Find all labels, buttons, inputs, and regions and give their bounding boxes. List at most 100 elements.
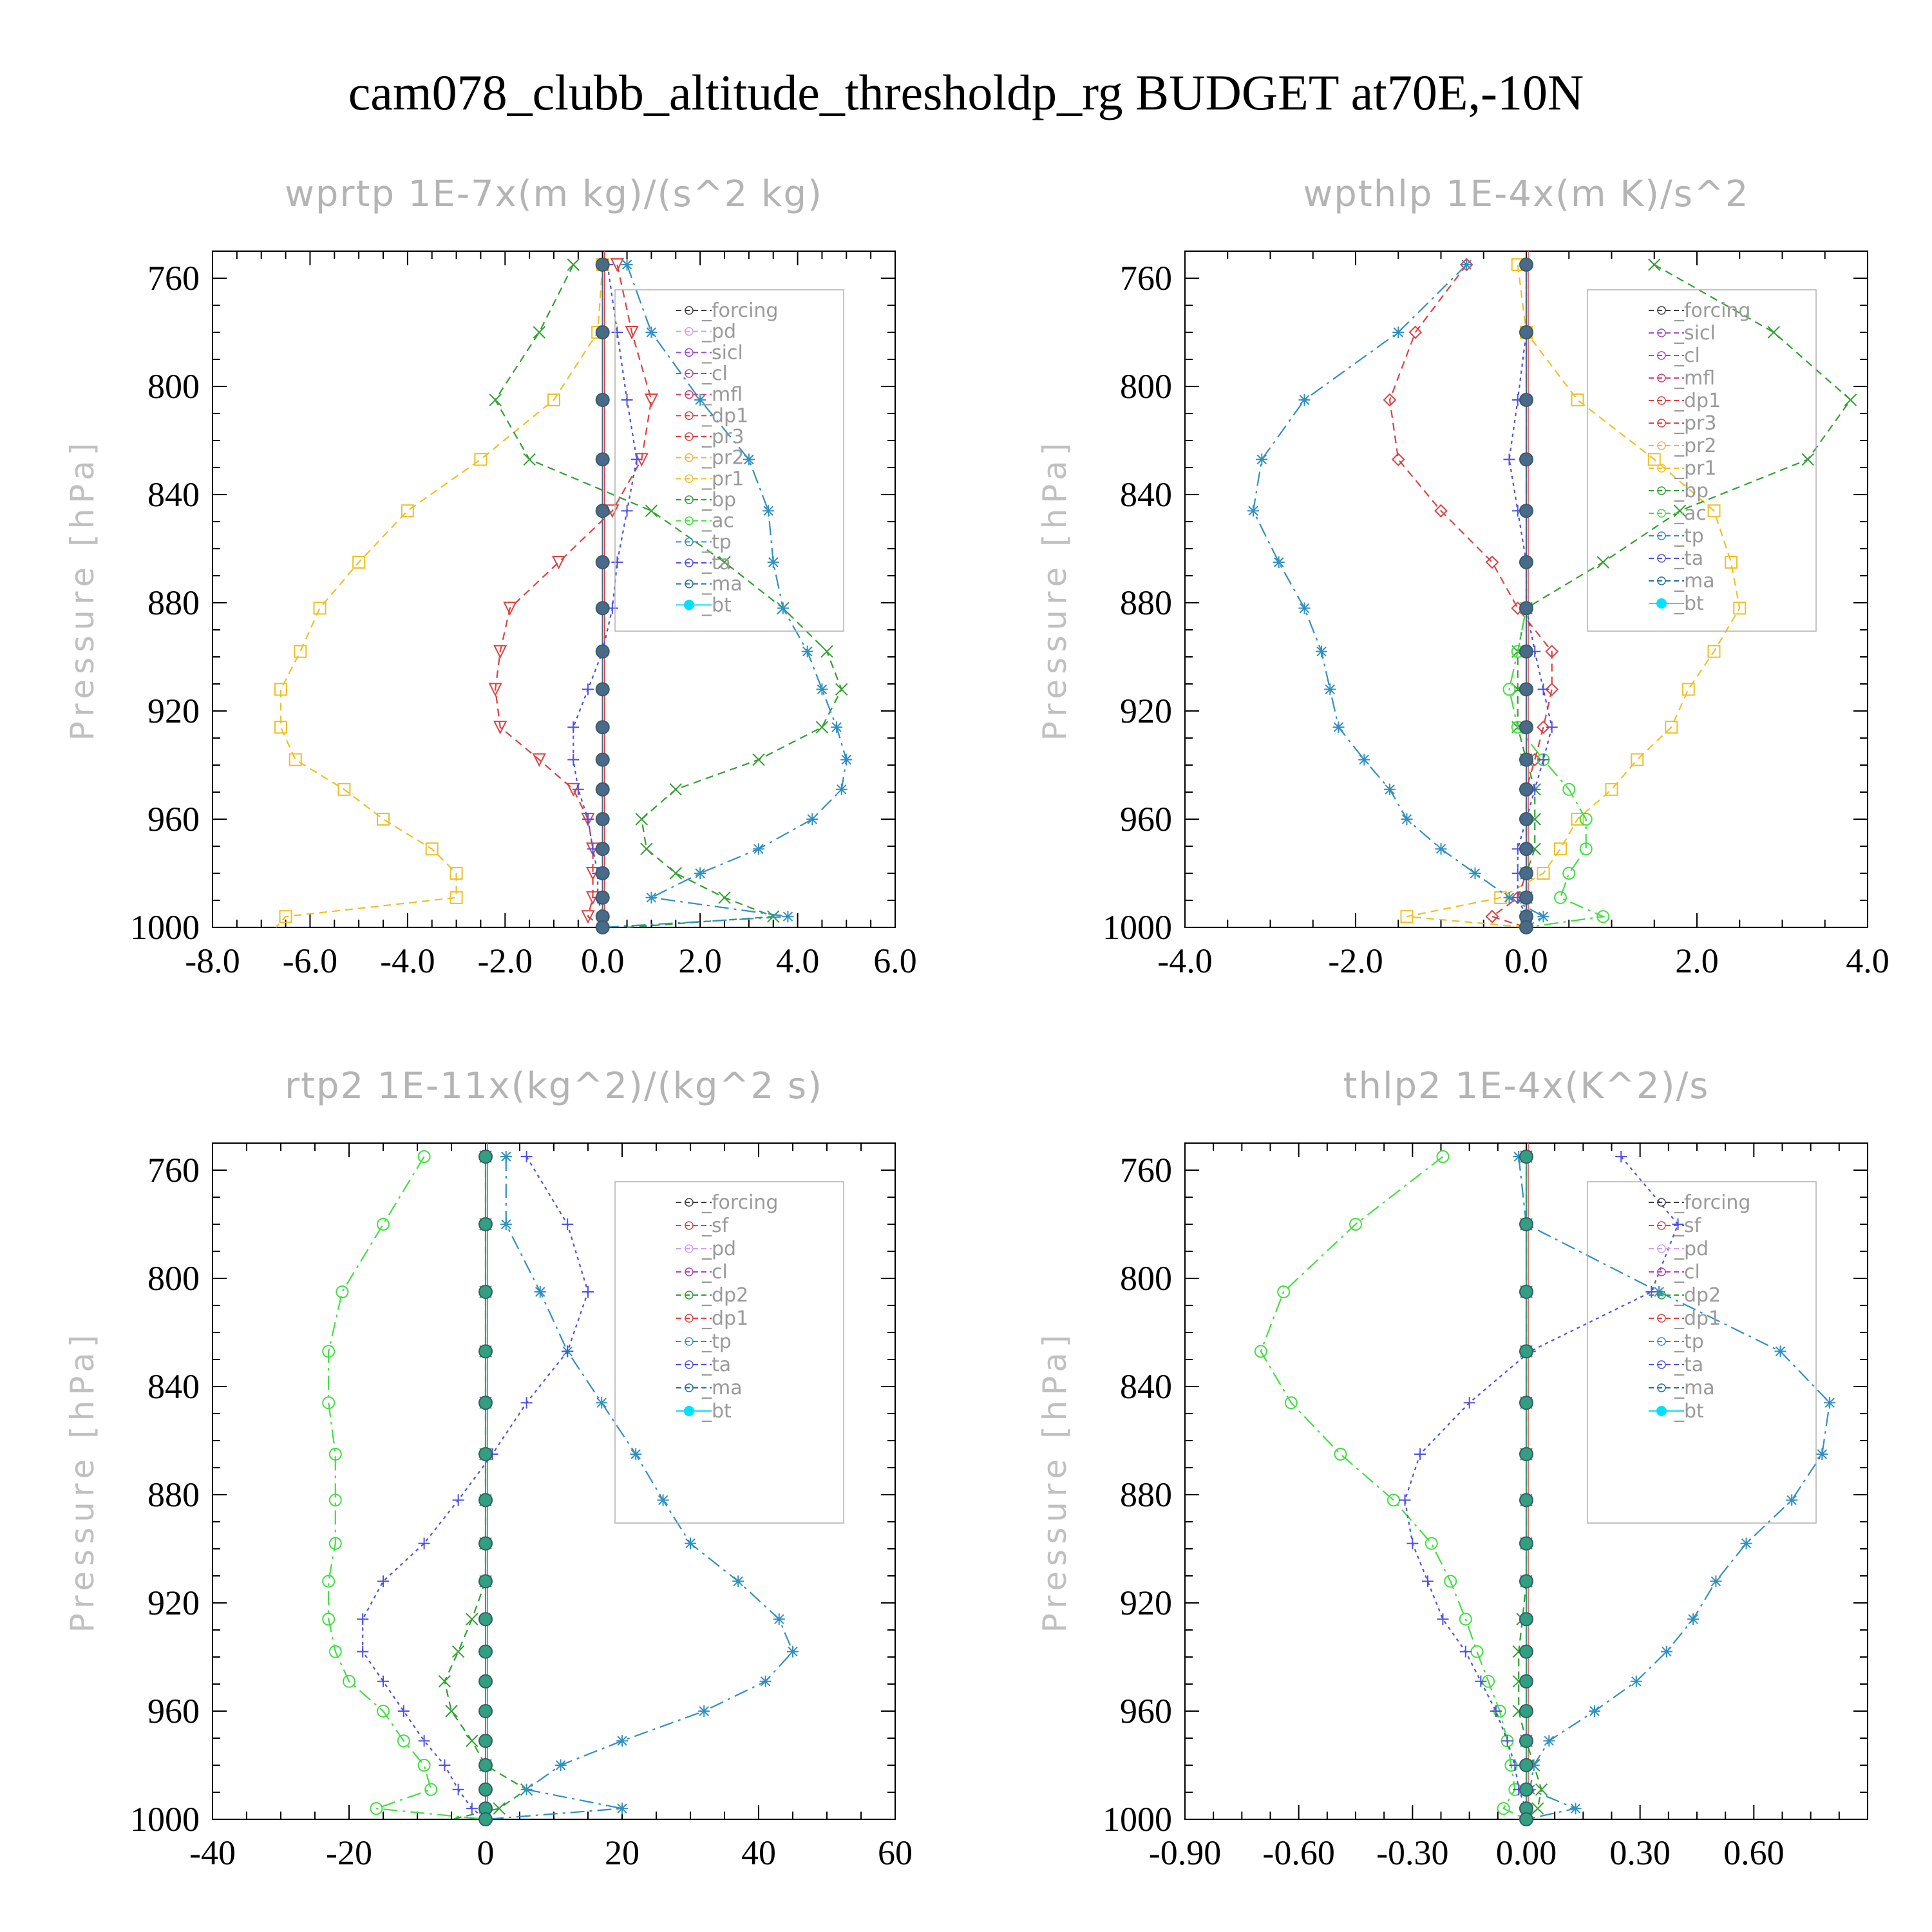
x-tick-label: 6.0 (873, 942, 917, 980)
legend-entry: _pr3 (701, 426, 744, 448)
data-point (595, 393, 610, 407)
data-point (1660, 1645, 1672, 1658)
data-point (1436, 1150, 1450, 1163)
data-point (478, 1536, 493, 1551)
data-point (445, 1705, 458, 1718)
data-point (582, 813, 594, 825)
x-tick-label: 0 (477, 1833, 495, 1872)
legend-marker (1657, 1383, 1666, 1392)
data-point (582, 1286, 594, 1298)
data-point (533, 326, 545, 339)
legend-entry: _dp1 (1674, 1307, 1721, 1330)
data-point (1408, 325, 1423, 339)
series-tp (485, 1151, 799, 1821)
series-line (494, 264, 842, 929)
series-bp (489, 258, 848, 929)
series-pr3 (488, 258, 659, 928)
series-ta (1503, 259, 1558, 927)
legend-marker (685, 495, 694, 504)
legend-marker (1657, 396, 1666, 405)
data-point (1298, 602, 1311, 614)
data-point (596, 1397, 608, 1409)
data-point (572, 783, 584, 795)
data-point (1519, 644, 1533, 659)
data-point (452, 1783, 464, 1795)
data-point (694, 867, 706, 879)
x-tick-label: 40 (741, 1833, 776, 1872)
legend-marker (1657, 464, 1666, 473)
x-tick-label: -4.0 (1157, 942, 1212, 980)
data-point (1681, 683, 1695, 696)
series-tp (602, 259, 853, 929)
y-tick-label: 760 (1120, 259, 1172, 298)
legend-entry: _ac (1674, 502, 1707, 525)
data-point (1519, 890, 1533, 905)
data-point (1485, 909, 1499, 923)
data-point (621, 505, 633, 517)
x-tick-label: -40 (189, 1833, 236, 1872)
data-point (1605, 782, 1618, 796)
y-tick-label: 920 (147, 1584, 200, 1622)
data-point (1537, 753, 1549, 766)
data-point (478, 1285, 493, 1299)
legend-entry: _forcing (1674, 299, 1750, 322)
y-tick-label: 840 (1120, 1367, 1172, 1406)
data-point (1519, 782, 1533, 797)
data-point (1519, 1285, 1533, 1299)
legend-marker (685, 1314, 694, 1323)
data-point (1421, 1575, 1434, 1587)
y-tick-label: 960 (147, 800, 200, 838)
legend-entry: _cl (1674, 345, 1700, 367)
data-point (581, 910, 595, 924)
legend-entry: _mfl (1674, 367, 1715, 390)
data-point (625, 326, 639, 340)
legend-entry: _ta (701, 1354, 731, 1376)
data-point (1316, 645, 1327, 658)
data-point (1519, 1734, 1533, 1748)
legend-entry: _pd (701, 1238, 736, 1260)
legend-entry: _sicl (1674, 322, 1716, 345)
data-point (1596, 556, 1609, 569)
data-point (1535, 1783, 1548, 1796)
data-point (595, 258, 610, 272)
series-dp1 (322, 1150, 486, 1821)
legend-entry: _bt (701, 1400, 732, 1423)
data-point (1710, 1575, 1722, 1587)
data-point (1519, 504, 1533, 518)
data-point (357, 1645, 369, 1658)
data-point (1501, 1735, 1513, 1747)
data-point (322, 1575, 336, 1588)
legend-marker (1657, 486, 1666, 495)
legend-entry: _bp (701, 489, 736, 511)
data-point (328, 1493, 342, 1507)
data-point (478, 1217, 493, 1231)
data-point (1554, 842, 1567, 856)
data-point (1519, 258, 1533, 272)
data-point (478, 1493, 493, 1508)
legend-marker (685, 516, 694, 526)
data-point (418, 1537, 430, 1549)
y-tick-label: 960 (1120, 1692, 1172, 1730)
data-point (1562, 782, 1576, 796)
data-point (1519, 1150, 1533, 1164)
data-point (478, 1344, 493, 1359)
data-point (567, 258, 580, 271)
legend-entry: _tp (1674, 525, 1704, 547)
data-point (1519, 866, 1533, 880)
legend-marker (1657, 1221, 1666, 1230)
data-point (397, 1705, 410, 1717)
data-point (1519, 1493, 1533, 1508)
data-point (1425, 1537, 1438, 1550)
data-point (1740, 1537, 1752, 1549)
data-point (1767, 326, 1780, 339)
data-point (1844, 393, 1857, 406)
legend-marker (1657, 554, 1666, 563)
legend-marker (1657, 1291, 1666, 1300)
data-point (274, 721, 287, 734)
x-tick-label: -20 (326, 1833, 372, 1872)
data-point (1725, 556, 1738, 569)
legend-marker (1657, 1244, 1666, 1253)
data-point (1519, 393, 1533, 407)
data-point (595, 920, 610, 934)
data-point (1543, 1735, 1555, 1747)
